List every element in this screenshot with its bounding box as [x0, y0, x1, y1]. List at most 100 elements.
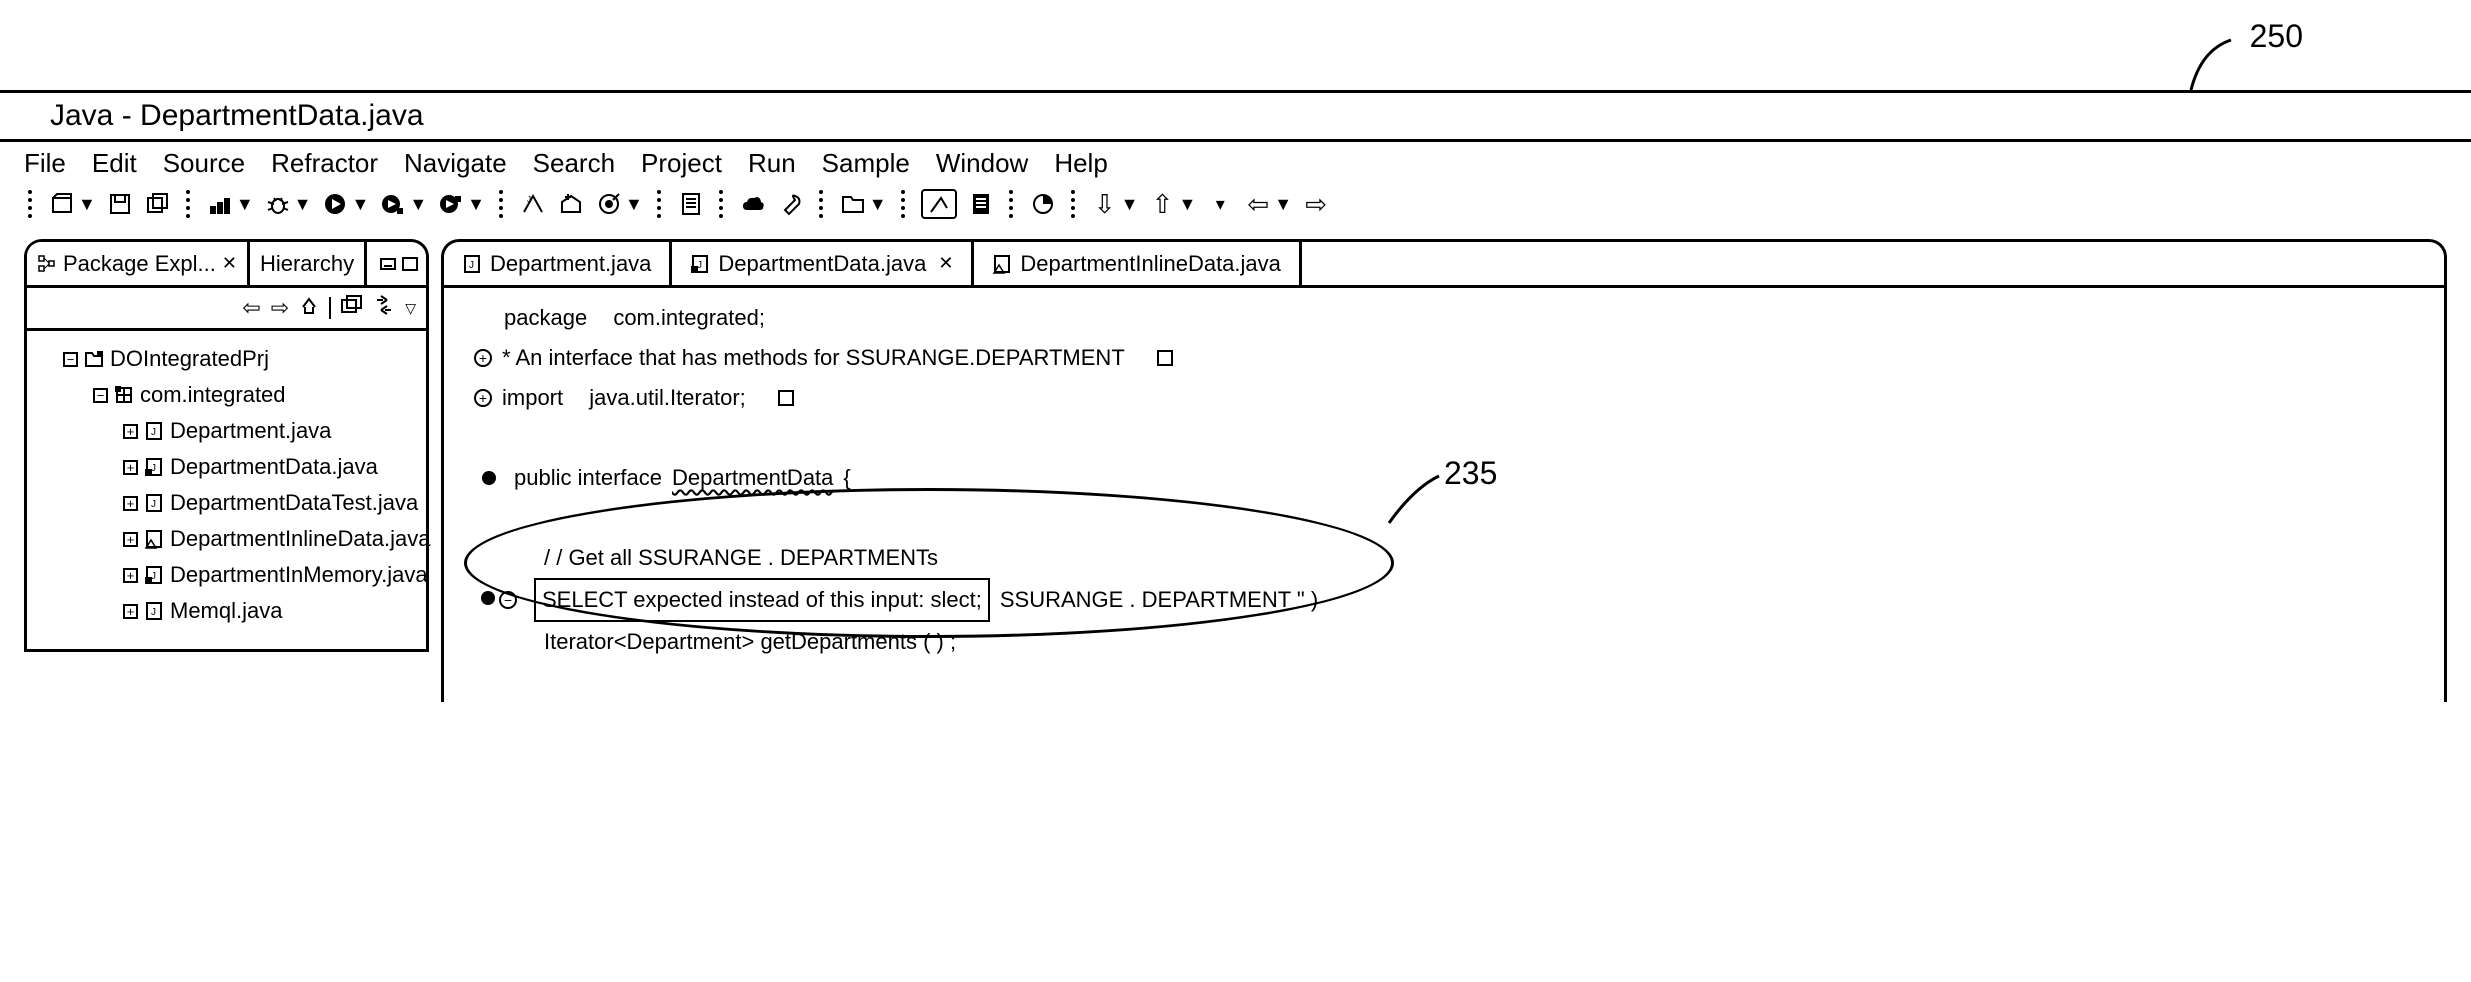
forward-icon[interactable]: ⇨ [271, 295, 289, 321]
java-file-warn-icon [144, 529, 164, 549]
tree-file[interactable]: +DepartmentInlineData.java [123, 521, 420, 557]
dropdown-icon: ▼ [351, 194, 369, 215]
tree-file[interactable]: +JMemql.java [123, 593, 420, 629]
code-line: + import java.util.Iterator; [474, 378, 2424, 418]
menu-sample[interactable]: Sample [822, 148, 910, 179]
new-class-button[interactable]: ▼ [595, 191, 643, 217]
collapse-icon[interactable]: − [63, 352, 78, 367]
maximize-icon[interactable] [402, 257, 418, 271]
decl-name: DepartmentData [672, 458, 833, 498]
folder-button[interactable]: ▼ [839, 191, 887, 217]
tree-project[interactable]: − DOIntegratedPrj [63, 341, 420, 377]
menu-refractor[interactable]: Refractor [271, 148, 378, 179]
open-type-icon[interactable]: J [519, 191, 547, 217]
editor-tab[interactable]: DepartmentInlineData.java [974, 242, 1301, 285]
menu-file[interactable]: File [24, 148, 66, 179]
fold-marker-icon[interactable] [1157, 350, 1173, 366]
nav-down-button[interactable]: ⇩ ▼ [1091, 191, 1139, 217]
new-button[interactable]: ▼ [48, 191, 96, 217]
expand-icon[interactable]: + [123, 460, 138, 475]
tree-file[interactable]: +JDepartmentInMemory.java [123, 557, 420, 593]
cloud-icon[interactable] [739, 191, 767, 217]
tree-package[interactable]: − com.integrated [93, 377, 420, 413]
svg-text:J: J [151, 427, 156, 438]
save-icon[interactable] [106, 191, 134, 217]
dropdown-icon: ▼ [1178, 194, 1196, 215]
file-label: Department.java [170, 413, 331, 449]
custom-view-icon[interactable] [921, 189, 957, 219]
collapse-all-icon[interactable] [341, 295, 363, 321]
build-button[interactable]: ▼ [206, 191, 254, 217]
view-menu-icon[interactable]: ▽ [405, 300, 416, 317]
fold-collapse-icon[interactable]: − [499, 591, 517, 609]
breakpoint-icon[interactable] [482, 471, 496, 485]
code-line: / / Get all SSURANGE . DEPARTMENTs [474, 538, 2424, 578]
editor-tab-active[interactable]: J DepartmentData.java ✕ [672, 242, 974, 285]
nav-back-button[interactable]: ⇦ ▼ [1244, 191, 1292, 217]
dropdown-icon: ▼ [625, 194, 643, 215]
arrow-left-icon: ⇦ [1244, 191, 1272, 217]
tab-label: Package Expl... [63, 251, 216, 277]
error-marker-icon[interactable] [481, 591, 495, 605]
tab-package-explorer[interactable]: Package Expl... ✕ [27, 242, 250, 285]
doc-icon[interactable] [677, 191, 705, 217]
decl-prefix: public interface [514, 458, 662, 498]
menu-run[interactable]: Run [748, 148, 796, 179]
run-globe-button[interactable]: ▼ [437, 191, 485, 217]
back-icon[interactable]: ⇦ [242, 295, 260, 321]
new-package-icon[interactable] [557, 191, 585, 217]
expand-icon[interactable]: + [123, 532, 138, 547]
java-file-mod-icon: J [690, 254, 710, 274]
tree-file[interactable]: +JDepartmentDataTest.java [123, 485, 420, 521]
file-label: DepartmentInMemory.java [170, 557, 428, 593]
save-all-icon[interactable] [144, 191, 172, 217]
close-icon[interactable]: ✕ [938, 253, 953, 274]
link-editor-icon[interactable] [373, 294, 395, 322]
callout-250: 250 [2250, 18, 2303, 55]
expand-icon[interactable]: + [123, 496, 138, 511]
menu-window[interactable]: Window [936, 148, 1028, 179]
menu-search[interactable]: Search [533, 148, 615, 179]
menu-project[interactable]: Project [641, 148, 722, 179]
run-globe-icon [437, 191, 465, 217]
menu-help[interactable]: Help [1054, 148, 1107, 179]
fold-expand-icon[interactable]: + [474, 389, 492, 407]
up-icon[interactable] [299, 295, 319, 321]
expand-icon[interactable]: + [123, 424, 138, 439]
menu-source[interactable]: Source [163, 148, 245, 179]
dropdown-icon: ▼ [294, 194, 312, 215]
run-ext-button[interactable]: ▼ [379, 191, 427, 217]
arrow-right-icon[interactable]: ⇨ [1302, 191, 1330, 217]
code-editor[interactable]: package com.integrated; + * An interface… [444, 288, 2444, 702]
spanner-icon[interactable] [777, 191, 805, 217]
build-icon [206, 191, 234, 217]
debug-button[interactable]: ▼ [264, 191, 312, 217]
expand-icon[interactable]: + [123, 604, 138, 619]
menu-edit[interactable]: Edit [92, 148, 137, 179]
dropdown-icon: ▼ [236, 194, 254, 215]
dropdown-icon: ▼ [869, 194, 887, 215]
toolbar-sep [1071, 190, 1077, 218]
tree-file[interactable]: +JDepartmentData.java [123, 449, 420, 485]
keyword: package [504, 298, 587, 338]
tab-hierarchy[interactable]: Hierarchy [250, 242, 367, 285]
collapse-icon[interactable]: − [93, 388, 108, 403]
editor-tab[interactable]: J Department.java [444, 242, 672, 285]
package-icon [114, 385, 134, 405]
minimize-icon[interactable] [380, 258, 396, 270]
dropdown-only[interactable]: ▾ [1206, 191, 1234, 217]
progress-icon[interactable] [1029, 191, 1057, 217]
toolbar-sep [28, 190, 34, 218]
doc-list-icon[interactable] [967, 191, 995, 217]
svg-text:J: J [151, 499, 156, 510]
nav-up-button[interactable]: ⇧ ▼ [1148, 191, 1196, 217]
menu-navigate[interactable]: Navigate [404, 148, 507, 179]
fold-expand-icon[interactable]: + [474, 349, 492, 367]
close-icon[interactable]: ✕ [222, 253, 237, 274]
toolbar-sep [499, 190, 505, 218]
expand-icon[interactable]: + [123, 568, 138, 583]
fold-marker-icon[interactable] [778, 390, 794, 406]
tree-file[interactable]: + J Department.java [123, 413, 420, 449]
hierarchy-icon [37, 254, 57, 274]
run-button[interactable]: ▼ [321, 191, 369, 217]
